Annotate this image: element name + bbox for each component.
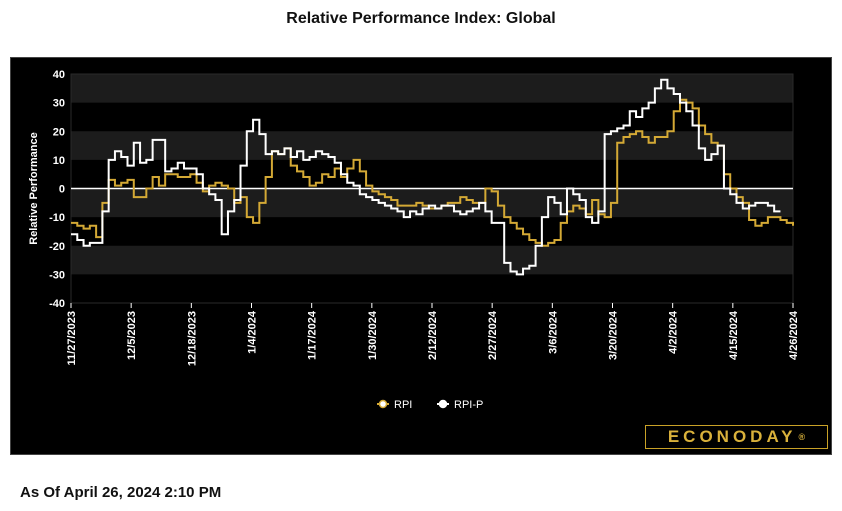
y-tick-label: -10 [49,212,65,224]
x-tick-label: 3/20/2024 [608,310,620,360]
y-axis-label: Relative Performance [28,132,40,245]
y-tick-label: -30 [49,269,65,281]
y-tick-label: -20 [49,241,65,253]
series-line-rpi-p [71,78,781,276]
legend-label: RPI-P [454,399,483,411]
x-tick-label: 4/15/2024 [728,310,740,360]
chart-panel: 40 30 20 10 0 -10 -20 -30 -40 Relative Performanc… [10,57,832,455]
chart-svg: 40 30 20 10 0 -10 -20 -30 -40 Relative Performanc… [28,69,800,411]
y-tick-label: 10 [53,155,65,167]
y-tick-label: 30 [53,98,65,110]
y-tick-label: 40 [53,69,65,81]
logo-text: ECONODAY [667,427,797,446]
x-tick-label: 2/27/2024 [487,310,499,360]
y-tick-label: 20 [53,126,65,138]
grid-band [71,131,793,160]
x-tick-label: 3/6/2024 [547,310,559,354]
y-tick-label: -40 [49,298,65,310]
legend-marker [438,399,448,409]
legend-marker [378,399,388,409]
grid-band [71,74,793,103]
series-line-rpi [71,98,794,247]
y-tick-label: 0 [59,184,65,196]
econoday-logo: ECONODAY ® [645,425,828,449]
x-tick-label: 12/5/2023 [126,311,138,360]
x-tick-label: 11/27/2023 [66,311,78,365]
grid-band [71,245,793,275]
as-of-timestamp: As Of April 26, 2024 2:10 PM [20,484,222,501]
x-tick-label: 4/2/2024 [668,310,680,354]
x-tick-label: 1/17/2024 [307,310,319,360]
x-tick-label: 1/4/2024 [247,310,259,354]
chart-title: Relative Performance Index: Global [286,10,556,27]
grid-band [71,188,793,218]
x-tick-label: 2/12/2024 [427,310,439,360]
x-tick-label: 1/30/2024 [367,310,379,360]
x-tick-label: 12/18/2023 [186,311,198,366]
legend-label: RPI [394,399,412,411]
x-tick-label: 4/26/2024 [788,310,800,360]
